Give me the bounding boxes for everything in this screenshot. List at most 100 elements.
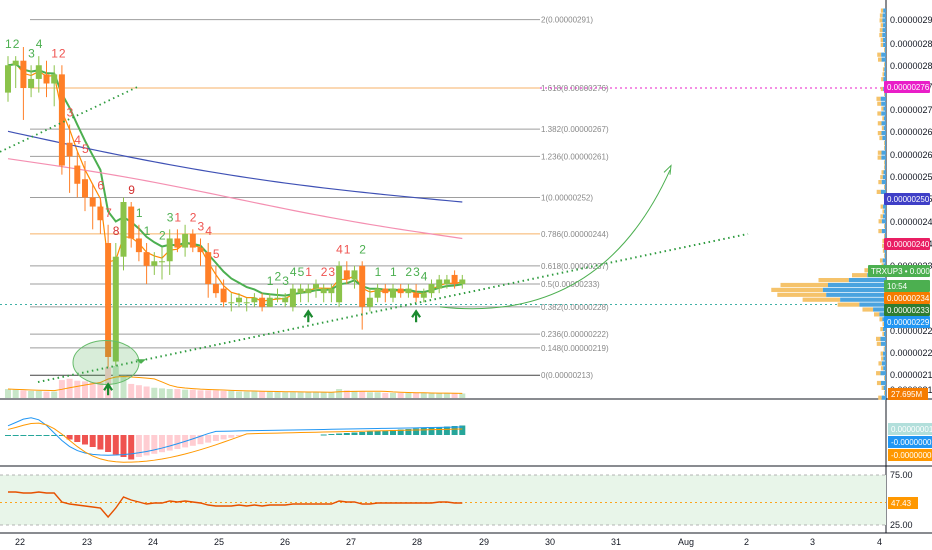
price-tag-label: 0.00000250 (887, 195, 930, 204)
profile-bar-down (885, 376, 886, 380)
volume-bar (290, 392, 296, 398)
macd-histogram-bar (144, 435, 150, 455)
macd-histogram-bar (359, 432, 365, 435)
td-count-label: 1 (375, 265, 382, 279)
profile-bar-up (881, 352, 883, 356)
profile-bar-up (880, 327, 883, 331)
candle-body (128, 207, 134, 239)
profile-bar-up (852, 273, 867, 277)
profile-bar-up (879, 33, 882, 37)
candle-body (244, 302, 250, 303)
candle-body (221, 289, 227, 303)
candle (59, 65, 65, 174)
macd-histogram-bar (421, 428, 427, 435)
candle-body (13, 61, 19, 66)
fib-level-label: 0.148(0.00000219) (541, 344, 609, 353)
volume-bar (244, 392, 250, 398)
volume-bar (398, 393, 404, 398)
profile-bar-up (884, 376, 885, 380)
volume-bar (151, 388, 157, 398)
time-tick-label: Aug (678, 537, 694, 547)
time-tick-label: 25 (214, 537, 224, 547)
td-count-label: 1 (344, 242, 351, 256)
profile-bar-up (877, 381, 881, 385)
candle-body (275, 298, 281, 299)
profile-bar-up (881, 9, 883, 13)
volume-bar (336, 389, 342, 398)
candle-body (367, 298, 373, 307)
profile-bar-down (885, 141, 886, 145)
volume-bar (190, 390, 196, 398)
volume-bar (5, 389, 11, 398)
candle-body (359, 266, 365, 307)
volume-bar (159, 388, 165, 398)
profile-bar-up (878, 151, 882, 155)
candle-body (97, 207, 103, 221)
candle-body (298, 289, 304, 294)
price-tag-label: 0.00000276 (887, 83, 930, 92)
candle-body (121, 202, 127, 257)
profile-bar-down (881, 131, 886, 135)
time-tick-label: 2 (744, 537, 749, 547)
td-count-label: 5 (213, 247, 220, 261)
profile-bar-down (885, 234, 886, 238)
time-tick-label: 4 (877, 537, 882, 547)
profile-bar-down (884, 386, 886, 390)
profile-bar-up (882, 386, 884, 390)
macd-histogram-bar (436, 427, 442, 435)
profile-bar-up (881, 356, 883, 360)
candle-body (421, 293, 427, 298)
td-count-label: 2 (190, 210, 197, 224)
rsi-upper-label: 75.00 (890, 470, 913, 480)
price-tick-label: 0.00000255 (890, 172, 932, 182)
candle-body (144, 252, 150, 266)
profile-bar-down (840, 298, 886, 302)
candle-body (413, 293, 419, 298)
td-count-label: 4 (74, 133, 81, 147)
profile-bar-down (885, 62, 886, 66)
macd-histogram-bar (13, 435, 19, 436)
macd-histogram-bar (367, 432, 373, 436)
volume-bar (97, 383, 103, 398)
candle-body (452, 275, 458, 284)
profile-bar-up (884, 165, 885, 169)
profile-bar-down (884, 332, 886, 336)
profile-bar-up (878, 180, 881, 184)
profile-bar-down (885, 224, 886, 228)
profile-bar-up (876, 337, 880, 341)
price-tag-label: 0.00000233 (887, 306, 930, 315)
candle-body (375, 289, 381, 298)
candle-body (251, 298, 257, 303)
volume-bar (444, 394, 450, 398)
profile-bar-down (883, 214, 886, 218)
volume-bar (28, 391, 34, 398)
candle-body (313, 284, 319, 289)
volume-bar (82, 381, 88, 398)
profile-bar-down (882, 33, 886, 37)
fib-level-label: 2(0.00000291) (541, 16, 593, 25)
macd-histogram-bar (74, 435, 80, 442)
profile-bar-up (876, 371, 880, 375)
bottom-highlight-ellipse (73, 340, 139, 384)
td-count-label: 4 (205, 224, 212, 238)
profile-bar-down (826, 293, 886, 297)
price-tick-label: 0.00000280 (890, 61, 932, 71)
td-count-label: 1 (174, 210, 181, 224)
candle-body (290, 289, 296, 307)
fib-level-label: 0.786(0.00000244) (541, 230, 609, 239)
candle-body (82, 179, 88, 197)
profile-bar-down (881, 121, 886, 125)
volume-bar (174, 389, 180, 398)
price-tick-label: 0.00000260 (890, 150, 932, 160)
profile-bar-up (884, 234, 885, 238)
profile-bar-up (876, 97, 880, 101)
profile-bar-down (881, 342, 886, 346)
profile-bar-up (877, 53, 881, 57)
time-tick-label: 24 (148, 537, 158, 547)
profile-bar-up (884, 160, 885, 164)
profile-bar-up (881, 77, 883, 81)
candle-body (436, 279, 442, 288)
td-count-label: 2 (405, 265, 412, 279)
td-count-label: 8 (113, 224, 120, 238)
